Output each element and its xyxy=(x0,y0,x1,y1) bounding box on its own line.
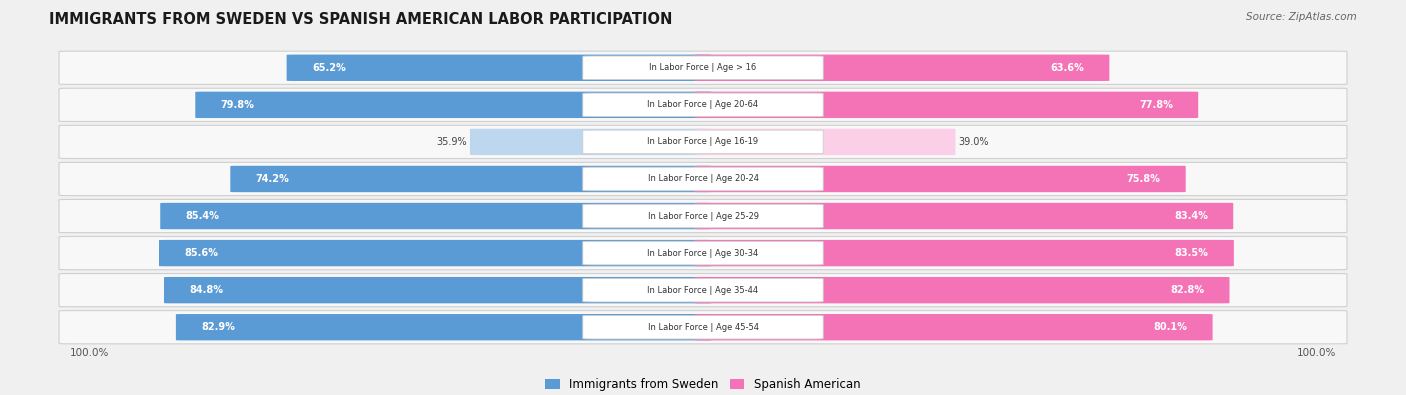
FancyBboxPatch shape xyxy=(695,277,1229,303)
Text: 74.2%: 74.2% xyxy=(256,174,290,184)
Text: In Labor Force | Age 25-29: In Labor Force | Age 25-29 xyxy=(648,212,758,220)
FancyBboxPatch shape xyxy=(695,166,1185,192)
FancyBboxPatch shape xyxy=(582,204,823,228)
Text: In Labor Force | Age 20-64: In Labor Force | Age 20-64 xyxy=(647,100,759,109)
Text: 35.9%: 35.9% xyxy=(436,137,467,147)
FancyBboxPatch shape xyxy=(470,129,711,155)
Text: In Labor Force | Age 35-44: In Labor Force | Age 35-44 xyxy=(647,286,759,295)
FancyBboxPatch shape xyxy=(59,274,1347,307)
FancyBboxPatch shape xyxy=(695,314,1212,340)
FancyBboxPatch shape xyxy=(582,278,823,302)
FancyBboxPatch shape xyxy=(59,51,1347,85)
Text: 85.6%: 85.6% xyxy=(184,248,218,258)
Text: 77.8%: 77.8% xyxy=(1139,100,1173,110)
Text: 100.0%: 100.0% xyxy=(1296,348,1336,357)
Text: 84.8%: 84.8% xyxy=(190,285,224,295)
FancyBboxPatch shape xyxy=(582,56,823,79)
Text: 79.8%: 79.8% xyxy=(221,100,254,110)
FancyBboxPatch shape xyxy=(59,88,1347,121)
FancyBboxPatch shape xyxy=(176,314,711,340)
Text: In Labor Force | Age > 16: In Labor Force | Age > 16 xyxy=(650,63,756,72)
Text: 83.4%: 83.4% xyxy=(1174,211,1208,221)
FancyBboxPatch shape xyxy=(59,310,1347,344)
Text: 80.1%: 80.1% xyxy=(1153,322,1187,332)
FancyBboxPatch shape xyxy=(59,162,1347,196)
FancyBboxPatch shape xyxy=(582,241,823,265)
FancyBboxPatch shape xyxy=(231,166,711,192)
FancyBboxPatch shape xyxy=(582,93,823,117)
Text: In Labor Force | Age 30-34: In Labor Force | Age 30-34 xyxy=(647,248,759,258)
FancyBboxPatch shape xyxy=(695,240,1234,266)
FancyBboxPatch shape xyxy=(59,237,1347,270)
Text: IMMIGRANTS FROM SWEDEN VS SPANISH AMERICAN LABOR PARTICIPATION: IMMIGRANTS FROM SWEDEN VS SPANISH AMERIC… xyxy=(49,12,672,27)
Text: 75.8%: 75.8% xyxy=(1126,174,1160,184)
FancyBboxPatch shape xyxy=(160,203,711,229)
Text: Source: ZipAtlas.com: Source: ZipAtlas.com xyxy=(1246,12,1357,22)
Text: In Labor Force | Age 45-54: In Labor Force | Age 45-54 xyxy=(648,323,758,332)
Text: 82.8%: 82.8% xyxy=(1170,285,1204,295)
Text: 39.0%: 39.0% xyxy=(959,137,988,147)
Text: 83.5%: 83.5% xyxy=(1174,248,1209,258)
FancyBboxPatch shape xyxy=(582,130,823,154)
Text: 65.2%: 65.2% xyxy=(312,63,346,73)
FancyBboxPatch shape xyxy=(695,55,1109,81)
FancyBboxPatch shape xyxy=(582,316,823,339)
Text: In Labor Force | Age 20-24: In Labor Force | Age 20-24 xyxy=(648,175,758,183)
Text: 82.9%: 82.9% xyxy=(201,322,235,332)
FancyBboxPatch shape xyxy=(582,167,823,191)
FancyBboxPatch shape xyxy=(695,203,1233,229)
FancyBboxPatch shape xyxy=(165,277,711,303)
FancyBboxPatch shape xyxy=(159,240,711,266)
FancyBboxPatch shape xyxy=(59,125,1347,158)
Text: 85.4%: 85.4% xyxy=(186,211,219,221)
Text: In Labor Force | Age 16-19: In Labor Force | Age 16-19 xyxy=(647,137,759,147)
Text: 63.6%: 63.6% xyxy=(1050,63,1084,73)
FancyBboxPatch shape xyxy=(195,92,711,118)
Legend: Immigrants from Sweden, Spanish American: Immigrants from Sweden, Spanish American xyxy=(541,373,865,395)
FancyBboxPatch shape xyxy=(59,199,1347,233)
FancyBboxPatch shape xyxy=(695,129,956,155)
FancyBboxPatch shape xyxy=(695,92,1198,118)
Text: 100.0%: 100.0% xyxy=(70,348,110,357)
FancyBboxPatch shape xyxy=(287,55,711,81)
